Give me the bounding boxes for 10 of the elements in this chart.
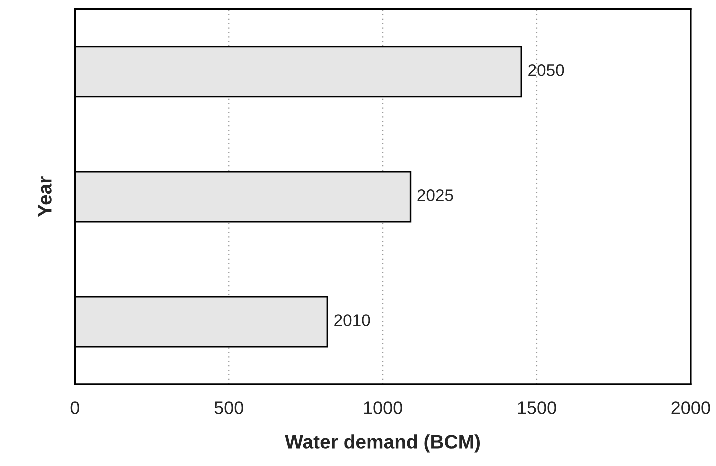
x-tick-label: 0 bbox=[70, 402, 80, 414]
x-tick-label: 2000 bbox=[672, 402, 710, 414]
y-tick-label: 2025 bbox=[418, 190, 454, 202]
y-tick-label: 2010 bbox=[334, 314, 370, 326]
x-axis-title: Water demand (BCM) bbox=[285, 434, 480, 453]
y-axis-title: Year bbox=[38, 176, 52, 218]
x-tick-label: 1000 bbox=[364, 402, 402, 414]
x-tick-label: 1500 bbox=[518, 402, 556, 414]
y-tick-label: 2050 bbox=[528, 64, 564, 76]
x-tick-label: 500 bbox=[214, 402, 244, 414]
